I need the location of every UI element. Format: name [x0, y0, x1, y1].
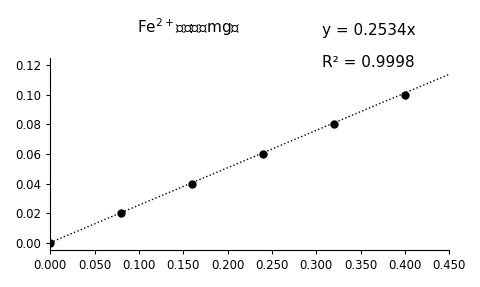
Point: [46, 240, 54, 245]
Point: [188, 181, 195, 186]
Text: Fe$^{2+}$含量／（mg）: Fe$^{2+}$含量／（mg）: [136, 16, 240, 38]
Text: y = 0.2534x: y = 0.2534x: [321, 23, 415, 38]
Point: [117, 211, 125, 215]
Text: R² = 0.9998: R² = 0.9998: [321, 55, 414, 69]
Point: [400, 93, 408, 97]
Point: [259, 152, 266, 156]
Point: [329, 122, 337, 127]
